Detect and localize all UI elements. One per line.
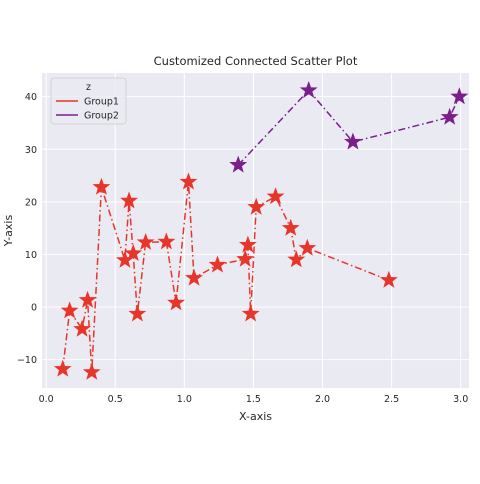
plot-area bbox=[42, 73, 469, 388]
data-point-group1 bbox=[124, 244, 143, 261]
x-tick-label: 1.5 bbox=[246, 394, 261, 405]
data-point-group1 bbox=[238, 235, 257, 253]
y-tick-label: 40 bbox=[25, 92, 37, 103]
x-axis-label: X-axis bbox=[239, 410, 272, 423]
data-point-group2 bbox=[440, 107, 459, 125]
x-tick-label: 0.5 bbox=[108, 394, 123, 405]
data-point-group1 bbox=[208, 255, 227, 273]
x-tick-label: 2.0 bbox=[315, 394, 330, 405]
legend: z Group1 Group2 bbox=[50, 77, 127, 125]
y-tick-label: 0 bbox=[31, 303, 37, 314]
data-point-group2 bbox=[299, 80, 318, 98]
data-point-group1 bbox=[136, 232, 155, 250]
legend-title: z bbox=[86, 82, 91, 93]
series-group2 bbox=[229, 80, 469, 173]
data-point-group1 bbox=[120, 191, 138, 209]
x-tick-label: 0.0 bbox=[39, 394, 54, 405]
data-point-group1 bbox=[379, 270, 398, 288]
tick-labels: 0.0 0.5 1.0 1.5 2.0 2.5 3.0 −10 0 10 20 30 40 bbox=[17, 92, 468, 405]
data-point-group1 bbox=[53, 359, 72, 377]
series-layer bbox=[53, 80, 469, 380]
data-point-group2 bbox=[344, 132, 362, 150]
legend-label-group2: Group2 bbox=[84, 111, 119, 122]
data-point-group1 bbox=[82, 362, 101, 380]
data-point-group1 bbox=[60, 301, 79, 319]
data-point-group1 bbox=[92, 177, 111, 195]
series-group1 bbox=[53, 172, 398, 380]
y-tick-label: 10 bbox=[25, 250, 37, 261]
data-point-group1 bbox=[78, 290, 97, 308]
data-point-group1 bbox=[73, 319, 91, 337]
data-point-group1 bbox=[241, 304, 260, 322]
data-point-group1 bbox=[281, 218, 300, 236]
data-point-group1 bbox=[157, 232, 176, 250]
legend-box bbox=[50, 77, 127, 125]
y-axis-label: Y-axis bbox=[2, 215, 15, 248]
chart-title: Customized Connected Scatter Plot bbox=[154, 54, 358, 68]
x-tick-label: 3.0 bbox=[453, 394, 468, 405]
data-point-group1 bbox=[179, 172, 198, 190]
data-point-group1 bbox=[236, 249, 255, 267]
data-point-group1 bbox=[266, 187, 285, 205]
data-point-group1 bbox=[287, 250, 306, 268]
x-tick-label: 2.5 bbox=[384, 394, 399, 405]
legend-label-group1: Group1 bbox=[84, 97, 119, 108]
data-point-group1 bbox=[185, 268, 203, 286]
y-tick-label: −10 bbox=[17, 355, 37, 366]
data-point-group2 bbox=[229, 155, 248, 173]
y-tick-label: 30 bbox=[25, 145, 37, 156]
data-point-group1 bbox=[167, 293, 185, 311]
x-tick-label: 1.0 bbox=[177, 394, 192, 405]
data-point-group2 bbox=[450, 87, 469, 105]
data-point-group1 bbox=[128, 304, 147, 322]
y-tick-label: 20 bbox=[25, 197, 37, 208]
data-point-group1 bbox=[247, 197, 266, 215]
data-point-group1 bbox=[298, 238, 317, 256]
